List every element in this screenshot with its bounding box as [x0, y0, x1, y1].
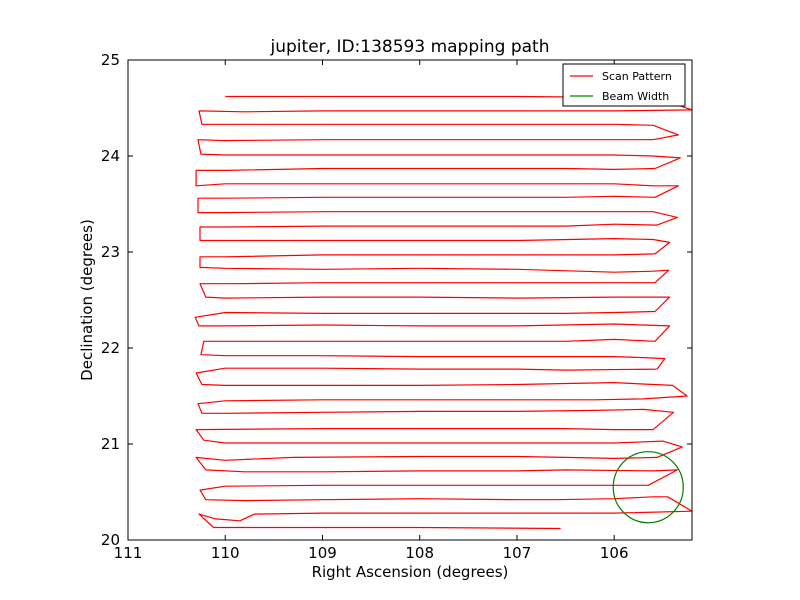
legend: Scan Pattern Beam Width	[562, 63, 686, 107]
y-tick-label: 24	[101, 147, 120, 165]
series-beam-width	[612, 451, 684, 524]
y-tick-label: 23	[101, 243, 120, 261]
y-tick-label: 22	[101, 339, 120, 357]
legend-label-scan-pattern: Scan Pattern	[602, 70, 672, 83]
legend-box	[562, 63, 686, 107]
y-axis-label: Declination (degrees)	[78, 219, 96, 381]
x-tick-label: 110	[211, 544, 240, 562]
x-tick-label: 109	[308, 544, 337, 562]
x-tick-label: 111	[114, 544, 143, 562]
x-tick-label: 107	[503, 544, 532, 562]
x-axis-label: Right Ascension (degrees)	[312, 563, 509, 581]
x-tick-label: 108	[405, 544, 434, 562]
plot-frame	[127, 59, 693, 541]
series-scan-pattern	[194, 95, 692, 530]
x-tick-label: 106	[600, 544, 629, 562]
y-tick-label: 25	[101, 51, 120, 69]
y-tick-label: 21	[101, 435, 120, 453]
chart-title: jupiter, ID:138593 mapping path	[270, 37, 550, 57]
y-tick-label: 20	[101, 531, 120, 549]
legend-label-beam-width: Beam Width	[602, 90, 669, 103]
